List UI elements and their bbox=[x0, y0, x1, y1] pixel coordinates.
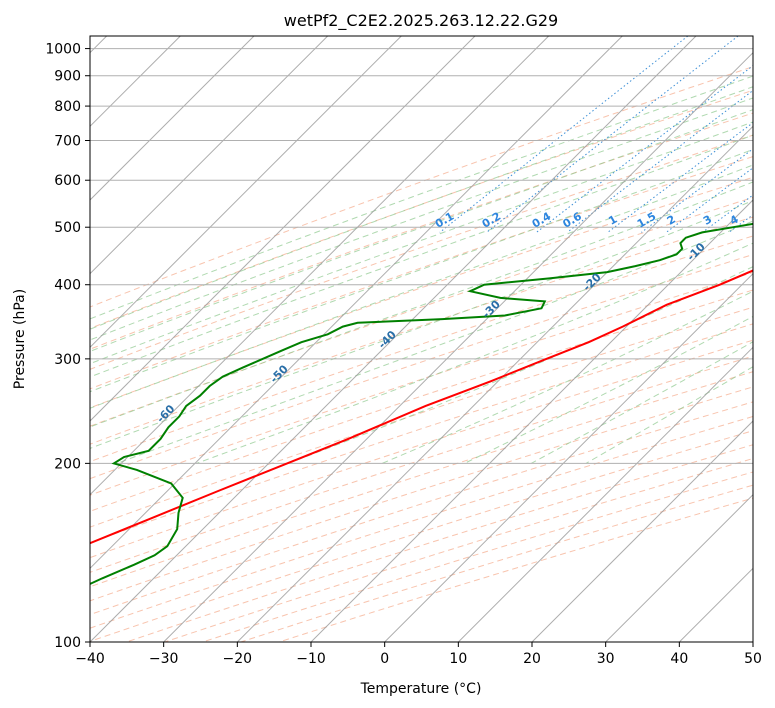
y-tick-label: 1000 bbox=[45, 42, 81, 58]
dry-adiabat bbox=[90, 156, 753, 390]
isotherm bbox=[605, 493, 753, 642]
y-tick-label: 400 bbox=[54, 278, 81, 294]
moist-adiabat bbox=[90, 148, 753, 393]
y-tick-label: 800 bbox=[54, 99, 81, 115]
x-tick-label: 10 bbox=[449, 651, 467, 667]
mixing-ratio-label: 6 bbox=[766, 212, 775, 227]
y-tick-label: 100 bbox=[54, 635, 81, 651]
y-tick-label: 700 bbox=[54, 133, 81, 149]
dry-adiabat bbox=[278, 497, 753, 642]
y-tick-label: 300 bbox=[54, 352, 81, 368]
plot-frame bbox=[89, 35, 754, 643]
isotherm bbox=[90, 36, 255, 201]
mixing-ratio-line bbox=[768, 36, 775, 232]
isotherm bbox=[163, 51, 753, 642]
isotherm-label: -70 bbox=[20, 462, 43, 485]
dry-adiabat bbox=[90, 289, 753, 512]
x-tick-label: −20 bbox=[223, 651, 253, 667]
dry-adiabat bbox=[90, 235, 753, 463]
isotherm-label: -10 bbox=[685, 240, 708, 263]
mixing-ratio-label: 1 bbox=[606, 213, 619, 228]
dewpoint-line bbox=[90, 222, 753, 586]
x-tick-label: −40 bbox=[75, 651, 105, 667]
moist-adiabat bbox=[90, 121, 753, 365]
dry-adiabat bbox=[126, 444, 753, 642]
background-lines bbox=[90, 36, 775, 642]
isotherm bbox=[90, 36, 476, 422]
y-axis-label: Pressure (hPa) bbox=[12, 289, 28, 389]
x-axis: −40 −30 −20 −10 0 10 20 30 40 50 bbox=[75, 642, 762, 667]
y-tick-label: 500 bbox=[54, 220, 81, 236]
isotherm bbox=[384, 272, 753, 642]
mixing-ratio-line bbox=[665, 167, 753, 233]
sounding-lines bbox=[90, 222, 753, 586]
x-tick-label: −10 bbox=[296, 651, 326, 667]
dry-adiabat bbox=[90, 66, 753, 308]
temperature-line bbox=[90, 269, 753, 545]
isotherm bbox=[678, 567, 753, 642]
x-tick-label: 50 bbox=[744, 651, 762, 667]
moist-adiabat bbox=[90, 109, 753, 352]
isotherm-label: -40 bbox=[376, 328, 399, 351]
y-tick-label: 600 bbox=[54, 173, 81, 189]
isotherm bbox=[90, 36, 329, 275]
moist-adiabat bbox=[116, 220, 753, 464]
chart-title: wetPf2_C2E2.2025.263.12.22.G29 bbox=[284, 11, 558, 31]
dry-adiabat bbox=[90, 339, 753, 559]
y-tick-label: 900 bbox=[54, 69, 81, 85]
mixing-ratio-line bbox=[536, 64, 753, 233]
y-tick-label: 200 bbox=[54, 456, 81, 472]
isotherm bbox=[531, 420, 753, 642]
mixing-ratio-line bbox=[566, 89, 753, 233]
isotherm bbox=[90, 36, 402, 349]
mixing-ratio-line bbox=[641, 148, 753, 233]
dry-adiabat bbox=[90, 176, 753, 409]
moist-adiabat bbox=[90, 164, 753, 409]
mixing-ratio-line bbox=[439, 36, 689, 233]
isotherm bbox=[236, 125, 753, 642]
pressure-gridlines bbox=[90, 48, 753, 642]
moist-adiabat bbox=[90, 200, 753, 449]
isotherm bbox=[457, 346, 753, 642]
mixing-ratio-line bbox=[702, 194, 753, 233]
dry-adiabat bbox=[90, 386, 753, 602]
isotherm bbox=[752, 641, 753, 642]
dry-adiabat bbox=[164, 457, 753, 642]
isotherm-label: -50 bbox=[268, 362, 291, 385]
y-axis: 100 200 300 400 500 600 700 800 900 1000 bbox=[45, 42, 90, 651]
isotherm bbox=[90, 36, 550, 496]
x-tick-label: 30 bbox=[597, 651, 615, 667]
dry-adiabat bbox=[240, 484, 753, 642]
x-tick-label: 0 bbox=[380, 651, 389, 667]
moist-adiabat bbox=[464, 315, 753, 464]
dry-adiabat bbox=[90, 134, 753, 370]
isotherm bbox=[90, 36, 697, 642]
x-axis-label: Temperature (°C) bbox=[360, 681, 482, 697]
isotherm bbox=[90, 36, 623, 570]
moist-adiabat bbox=[196, 242, 753, 464]
dry-adiabat bbox=[90, 371, 753, 588]
dry-adiabat bbox=[90, 306, 753, 528]
moist-adiabat bbox=[90, 75, 753, 320]
x-tick-label: 20 bbox=[523, 651, 541, 667]
isotherm bbox=[310, 199, 753, 642]
mixing-ratio-line bbox=[607, 121, 753, 233]
dry-adiabat bbox=[90, 254, 753, 480]
x-tick-label: −30 bbox=[149, 651, 179, 667]
x-tick-label: 40 bbox=[670, 651, 688, 667]
moist-adiabat bbox=[381, 290, 753, 464]
moist-adiabat bbox=[90, 134, 753, 378]
moist-adiabat bbox=[90, 181, 753, 428]
